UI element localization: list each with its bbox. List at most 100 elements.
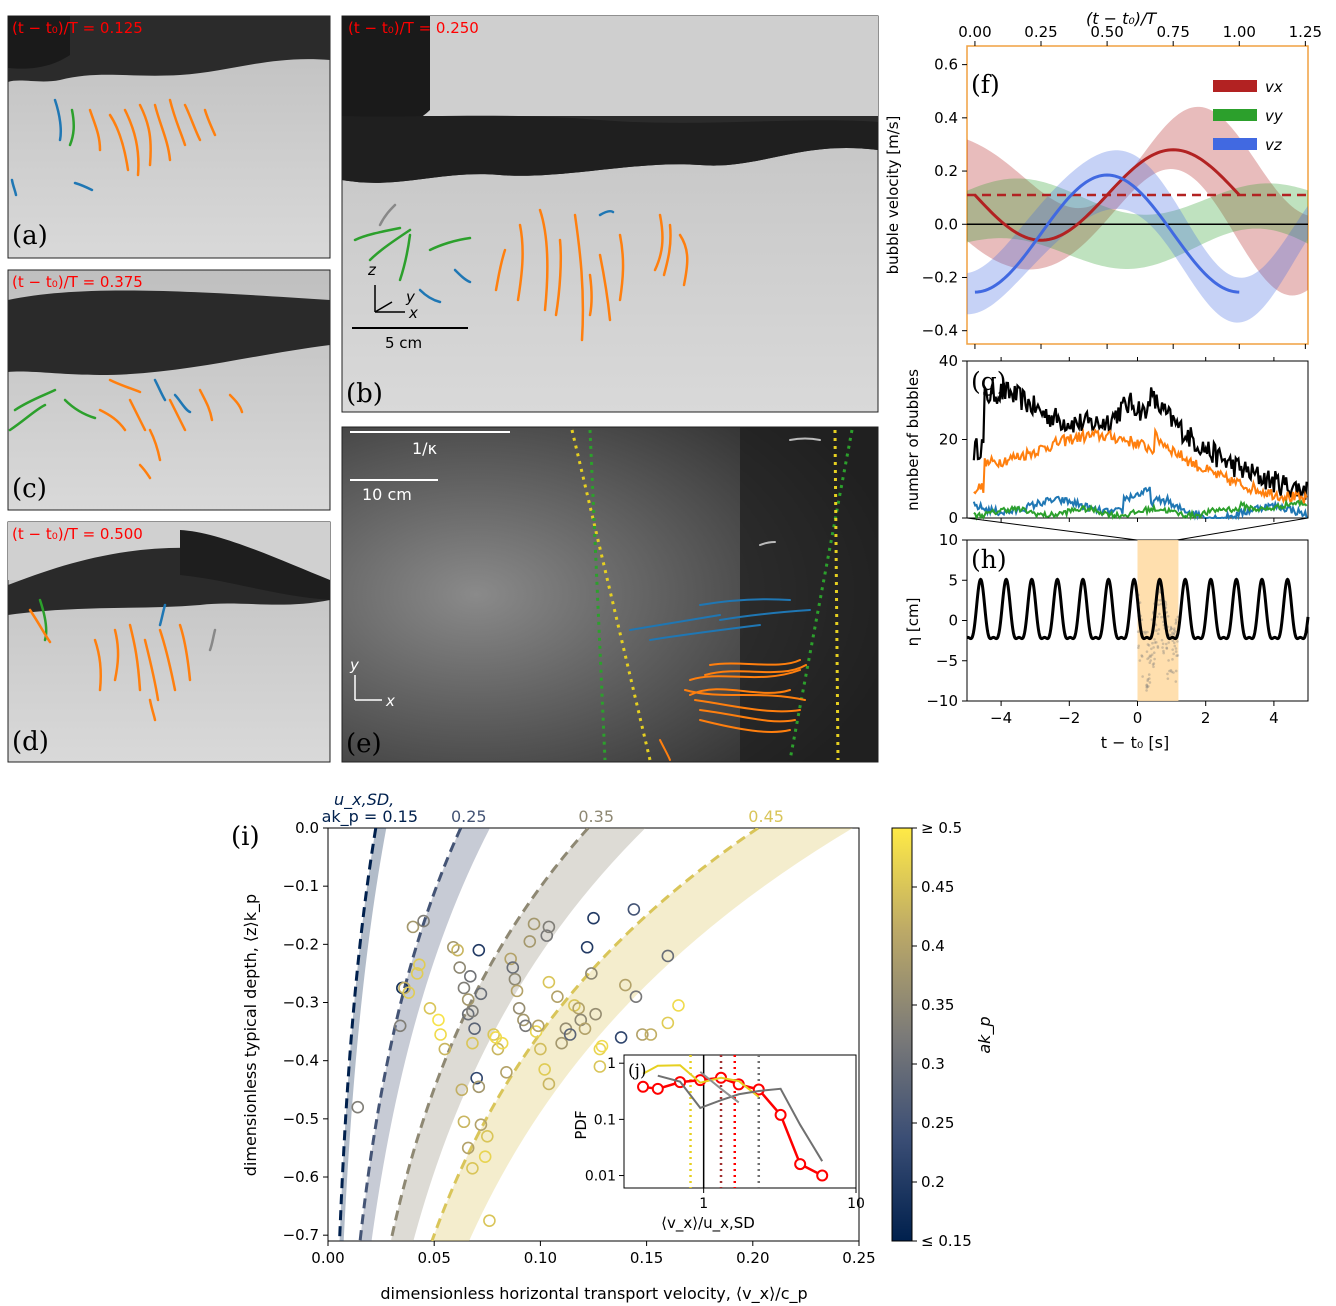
series-total-g — [972, 381, 1308, 500]
dotted-line-yellow-left — [570, 429, 652, 761]
sample-point-h — [1172, 652, 1175, 656]
sample-point-h — [1155, 629, 1158, 632]
data-point — [410, 967, 424, 980]
data-point — [393, 1019, 407, 1033]
photo-b: z y x 5 cm (t − t₀)/T = 0.250 (b) — [341, 15, 879, 413]
bubble-tracks-e — [629, 437, 821, 761]
curve-title: u_x,SD, — [334, 790, 394, 810]
axis-y-b: y — [405, 288, 416, 306]
legend-swatch-vz — [1213, 138, 1257, 150]
sample-point-h — [1156, 645, 1160, 648]
tick-label-x-h: −2 — [1058, 709, 1080, 727]
data-point — [551, 990, 564, 1003]
sample-point-h — [1174, 622, 1178, 625]
sample-point-h — [1146, 643, 1150, 646]
data-point — [519, 1019, 532, 1033]
data-point — [512, 1002, 526, 1015]
label-f: (f) — [971, 70, 1000, 99]
sample-point-h — [1165, 610, 1169, 614]
tick-label-y-i: −0.7 — [283, 1226, 319, 1244]
sample-point-h — [1140, 654, 1143, 657]
tick-label-top-f: 1.00 — [1223, 23, 1256, 41]
xlabel-h: t − t₀ [s] — [1101, 733, 1169, 752]
tick-label-x-h: 0 — [1133, 709, 1143, 727]
photo-e: 1/κ 10 cm y x (e) — [341, 426, 879, 763]
sample-point-h — [1138, 601, 1142, 604]
sample-point-h — [1141, 675, 1144, 678]
sample-point-h — [1150, 618, 1154, 621]
sample-point-h — [1164, 601, 1167, 604]
data-point — [644, 1028, 658, 1041]
sample-point-h — [1152, 665, 1155, 669]
colorbar-tick-label: 0.3 — [921, 1055, 945, 1073]
sample-point-h — [1158, 598, 1162, 602]
sample-point-h — [1147, 656, 1151, 659]
data-point — [413, 958, 426, 971]
data-point — [504, 952, 517, 966]
wave-line-h — [966, 577, 1310, 641]
bubble-tracks-a — [10, 98, 217, 197]
tick-label-x-i: 0.25 — [842, 1249, 875, 1267]
ylabel-j: PDF — [572, 1110, 590, 1139]
ylabel-h: η [cm] — [904, 598, 922, 647]
sample-point-h — [1149, 659, 1152, 662]
sample-point-h — [1169, 627, 1173, 630]
sample-point-h — [1143, 630, 1147, 634]
tick-label-y-i: 0.0 — [295, 819, 319, 837]
tick-label-y-h: −10 — [926, 692, 958, 710]
sample-point-h — [1152, 662, 1156, 665]
curve-sd — [338, 828, 378, 1241]
data-point — [466, 1161, 479, 1175]
tick-label-y-g: 40 — [939, 352, 958, 370]
curve-band — [431, 828, 853, 1241]
axis-z-b: z — [367, 261, 377, 279]
tick-label-x-i: 0.20 — [736, 1249, 769, 1267]
sample-point-h — [1161, 642, 1165, 646]
bubble-tracks-c — [8, 378, 244, 480]
sample-point-h — [1156, 615, 1159, 619]
sample-point-h — [1162, 651, 1165, 655]
chart-g: 0 20 40 number of bubbles (g) — [904, 352, 1309, 527]
colorbar-label: ak_p — [975, 1016, 995, 1053]
sample-point-h — [1174, 647, 1178, 650]
data-point — [636, 1028, 649, 1041]
label-a: (a) — [12, 221, 48, 251]
ylabel-f: bubble velocity [m/s] — [884, 116, 902, 275]
legend-swatch-vx — [1213, 80, 1257, 92]
colorbar-tick-label: 0.25 — [921, 1114, 954, 1132]
tick-label-x-i: 0.05 — [417, 1249, 450, 1267]
tick-label-x-h: −4 — [990, 709, 1012, 727]
tick-label-y-f: 0.0 — [934, 215, 958, 233]
sample-point-h — [1167, 641, 1170, 644]
colorbar — [891, 827, 913, 1242]
data-point — [438, 1042, 452, 1056]
xlabel-i: dimensionless horizontal transport veloc… — [380, 1284, 807, 1304]
curve-label: 0.45 — [748, 807, 784, 826]
tick-label-y-j: 0.01 — [585, 1169, 616, 1185]
data-point — [614, 1031, 628, 1044]
band-vx — [967, 106, 1308, 296]
sample-point-h — [1174, 680, 1178, 683]
data-point — [455, 1083, 469, 1097]
sample-point-h — [1171, 639, 1175, 643]
sample-point-h — [1170, 633, 1173, 637]
sample-point-h — [1145, 684, 1148, 687]
highlight-band-h — [1137, 540, 1179, 701]
sample-point-h — [1162, 649, 1165, 653]
sample-point-h — [1164, 642, 1168, 646]
sample-point-h — [1161, 646, 1164, 649]
sample-point-h — [1153, 657, 1156, 661]
tick-label-y-f: −0.4 — [922, 322, 958, 340]
sample-point-h — [1166, 614, 1170, 618]
tick-label-y-h: 10 — [939, 531, 958, 549]
connector-right — [1176, 517, 1309, 541]
sample-point-h — [1172, 632, 1176, 636]
curve-sd — [389, 828, 590, 1241]
tick-label-y-i: −0.3 — [283, 994, 319, 1012]
bubble-tracks-d — [28, 598, 217, 722]
sample-point-h — [1140, 655, 1144, 658]
sample-point-h — [1145, 650, 1149, 653]
data-point — [423, 1002, 437, 1015]
tick-label-y-h: −5 — [936, 652, 958, 670]
